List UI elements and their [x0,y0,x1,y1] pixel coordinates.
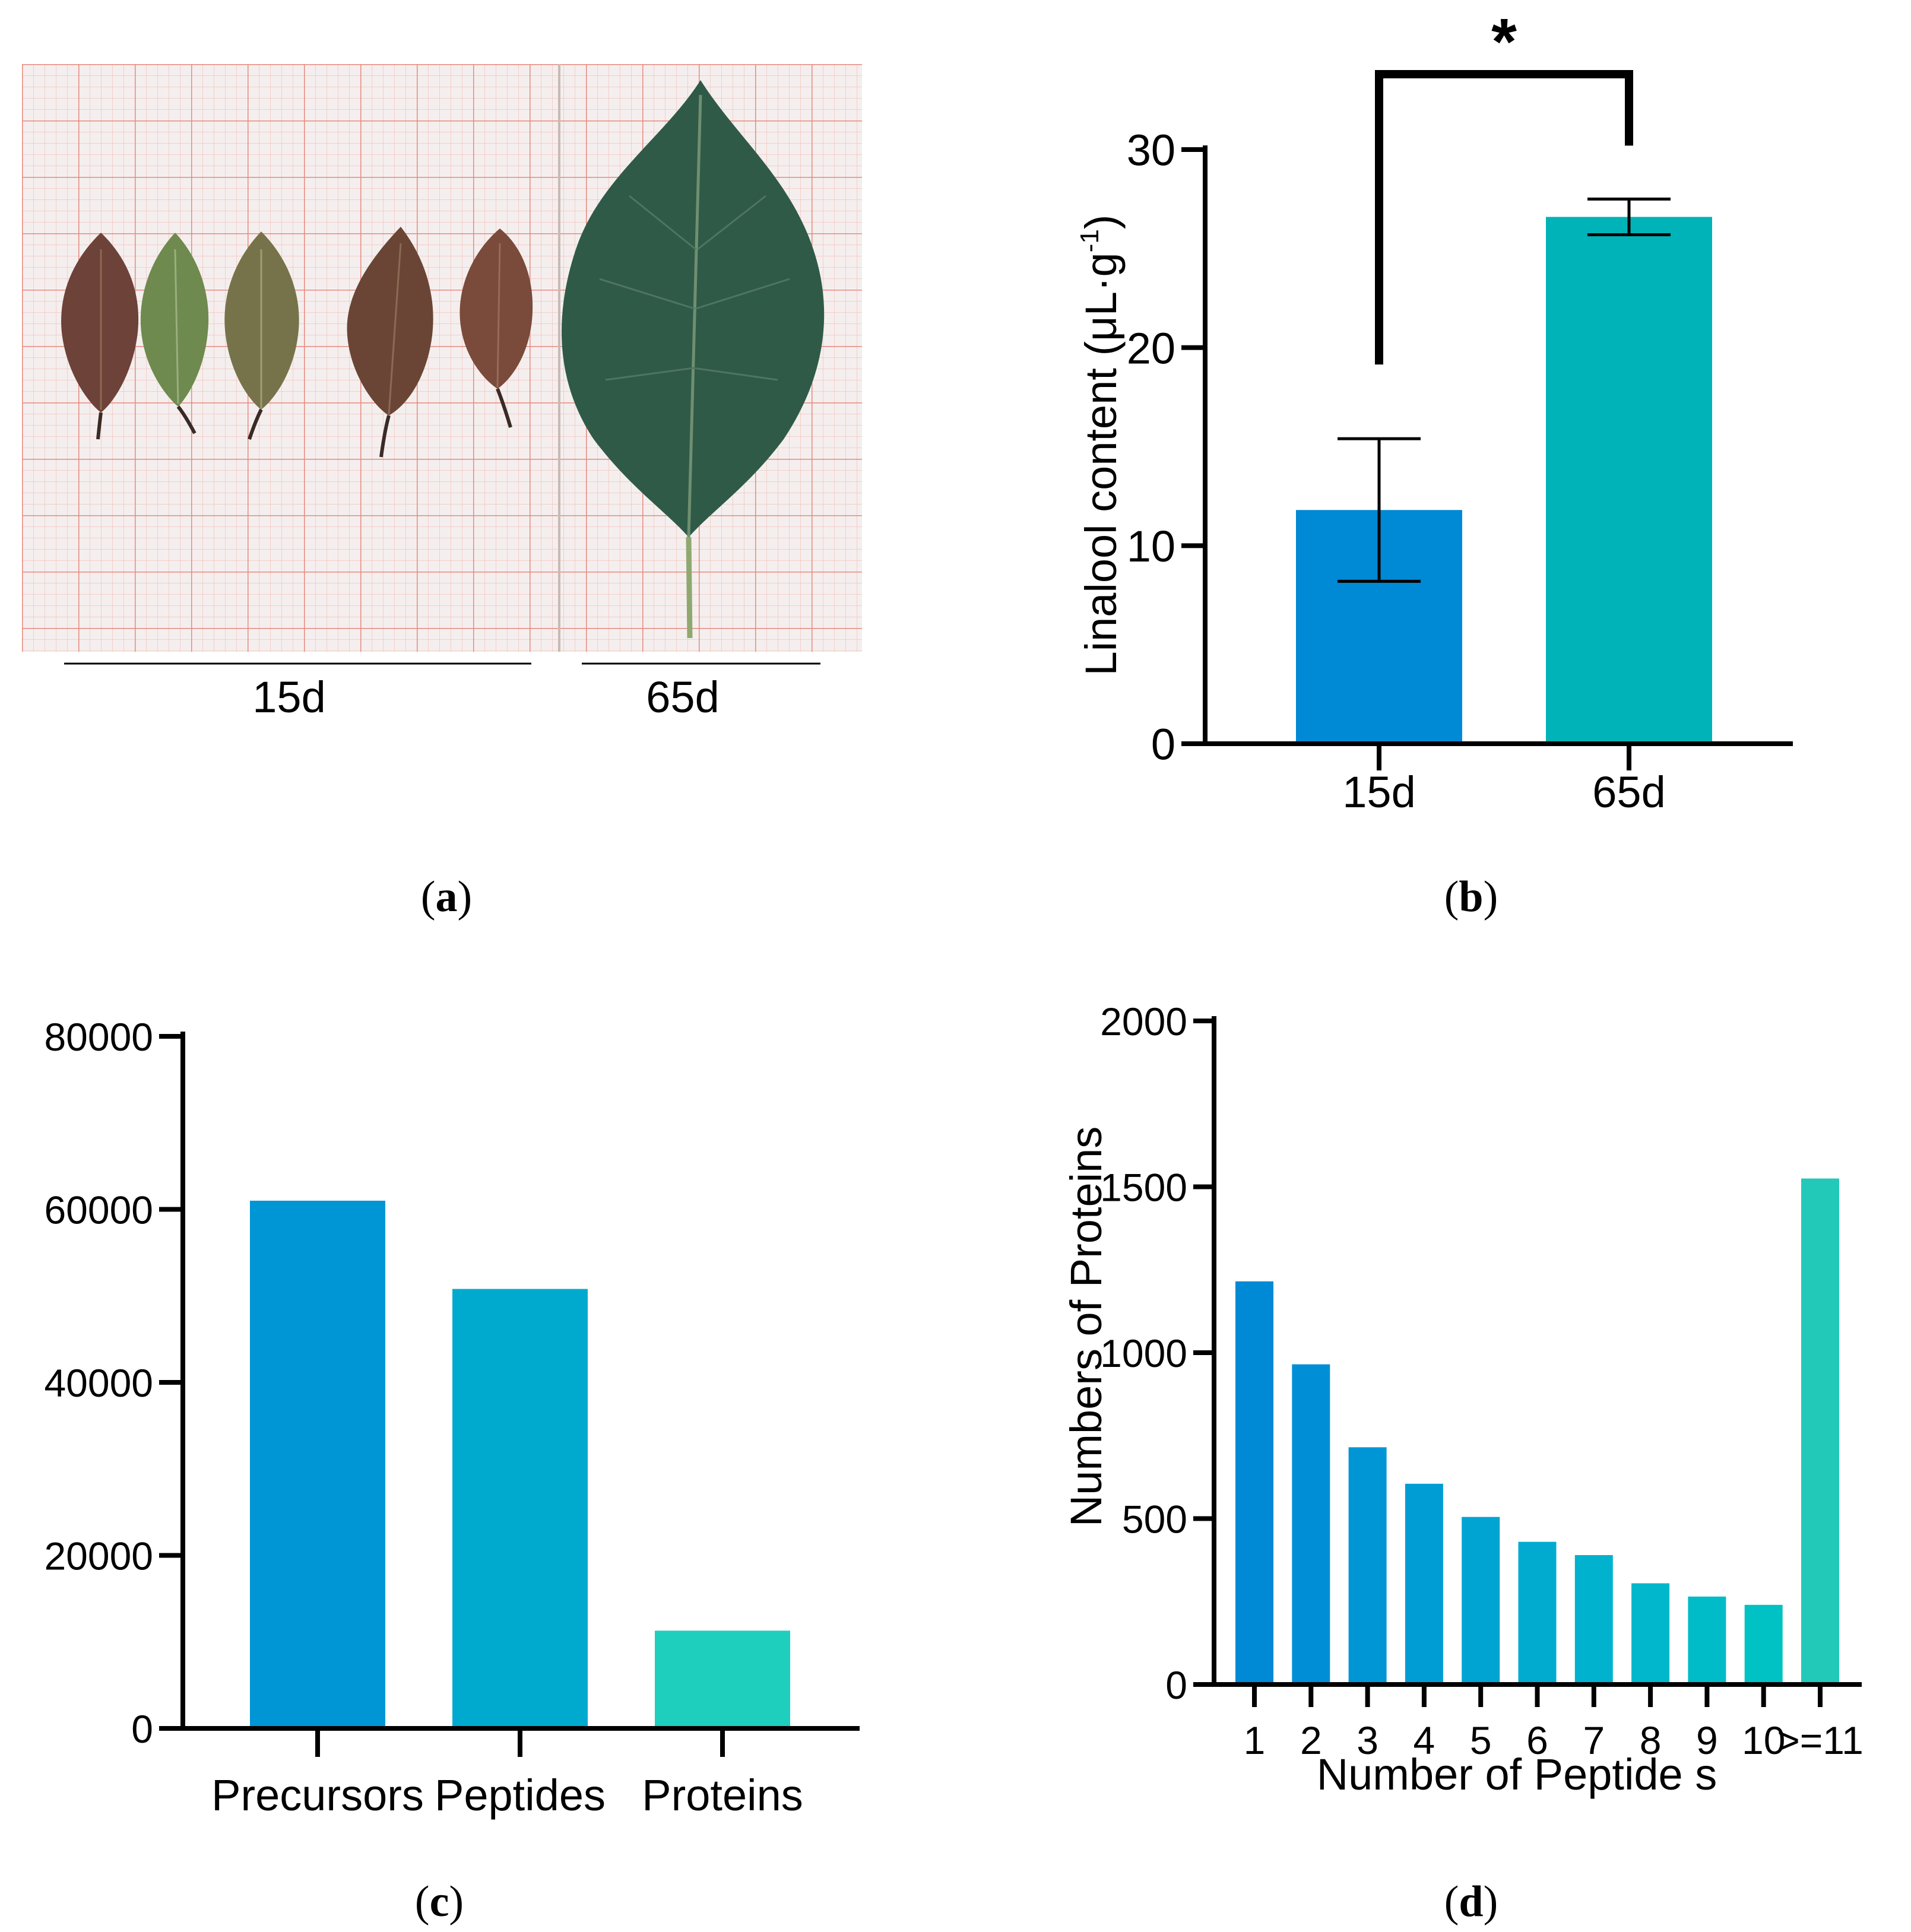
d-x-tick-label: 9 [1696,1718,1718,1762]
c-bar-1 [250,1200,385,1728]
b-y-tick-label: 10 [1127,522,1175,571]
d-x-tick-label: 3 [1357,1718,1378,1762]
d-y-tick-label: 500 [1122,1497,1187,1541]
d-x-tick-label: >=11 [1777,1718,1864,1762]
panel-c-y-ticks: 0 20000 40000 60000 80000 [44,1015,183,1751]
d-x-tick-label: 5 [1470,1718,1492,1762]
group-label-15d: 15d [252,672,325,722]
b-y-tick-label: 20 [1127,323,1175,373]
c-y-tick-label: 80000 [44,1015,153,1059]
panel-b-error-bars [1338,197,1671,583]
panel-c-x-ticks: Precursors Peptides Proteins [211,1728,803,1820]
b-x-tick-label: 15d [1342,767,1415,817]
d-bar-9 [1688,1596,1726,1684]
d-bar-1 [1235,1281,1273,1684]
c-bar-2 [452,1289,588,1728]
d-x-tick-label: 6 [1526,1718,1548,1762]
leaf-young-5 [459,229,533,428]
c-x-tick-label: Proteins [642,1771,803,1820]
c-x-tick-label: Peptides [435,1771,606,1820]
b-y-tick-label: 30 [1127,126,1175,175]
panel-label-b: (b) [1444,873,1498,921]
panel-label-a: (a) [421,873,472,921]
c-y-tick-label: 0 [131,1707,153,1751]
panel-c-bars [250,1200,790,1728]
panel-b-y-axis-title: Linalool content (μL·g-1) [1075,215,1126,676]
d-x-tick-label: 7 [1583,1718,1605,1762]
leaf-young-2 [140,233,209,434]
significance-star: * [1491,5,1517,78]
leaf-young-4 [347,227,433,458]
panel-d: 0 500 1000 1500 2000 1 2 3 4 5 6 7 8 9 10>=11 Numbers… [1061,1000,1864,1926]
d-y-tick-label: 1500 [1100,1165,1187,1209]
c-y-tick-label: 60000 [44,1188,153,1232]
d-bar-7 [1574,1555,1613,1684]
d-bar-5 [1462,1517,1500,1684]
d-bar-2 [1292,1364,1330,1684]
d-bar-3 [1348,1447,1387,1684]
d-y-tick-label: 1000 [1100,1331,1187,1375]
c-y-tick-label: 40000 [44,1361,153,1405]
d-x-tick-label: 1 [1244,1718,1266,1762]
b-bar-2 [1546,217,1712,744]
b-y-tick-label: 0 [1151,720,1175,769]
significance-bracket: * [1375,5,1633,365]
group-label-65d: 65d [646,672,719,722]
panel-label-c: (c) [415,1877,464,1926]
panel-b-bars [1296,217,1712,744]
c-x-tick-label: Precursors [211,1771,424,1820]
panel-b-y-ticks: 0 10 20 30 [1127,126,1205,769]
panel-d-y-ticks: 0 500 1000 1500 2000 [1100,1000,1214,1707]
c-y-tick-label: 20000 [44,1534,153,1578]
b-x-tick-label: 65d [1592,767,1665,817]
d-x-tick-label: 8 [1640,1718,1662,1762]
panel-d-x-ticks: 1 2 3 4 5 6 7 8 9 10>=11 [1244,1684,1864,1762]
d-bar-11 [1801,1178,1839,1684]
panel-d-y-axis-title: Numbers of Proteins [1061,1127,1111,1527]
panel-d-bars [1235,1178,1839,1684]
d-bar-8 [1631,1583,1670,1684]
leaf-young-1 [61,233,139,440]
leaf-photo [22,64,862,652]
panel-label-d: (d) [1444,1877,1498,1926]
panel-b-x-ticks: 15d 65d [1342,744,1666,817]
d-bar-4 [1405,1483,1443,1684]
d-bar-10 [1744,1604,1783,1684]
d-y-tick-label: 2000 [1100,1000,1187,1043]
d-y-tick-label: 0 [1165,1663,1187,1707]
d-x-tick-label: 4 [1414,1718,1435,1762]
panel-b: 0 10 20 30 15d 65d * Linalool content (μL·g-… [1075,5,1793,921]
d-x-tick-label: 2 [1300,1718,1322,1762]
leaf-young-3 [224,231,299,440]
leaf-mature [562,80,825,639]
panel-b-axes [1203,145,1793,746]
d-x-tick-label: 10 [1742,1718,1785,1762]
d-bar-6 [1518,1541,1557,1684]
c-bar-3 [655,1630,790,1728]
panel-c: 0 20000 40000 60000 80000 Precursors Peptides… [44,1015,860,1926]
panel-a: 15d 65d (a) [22,64,862,921]
panel-d-x-axis-title: Number of Peptide s [1317,1750,1717,1799]
